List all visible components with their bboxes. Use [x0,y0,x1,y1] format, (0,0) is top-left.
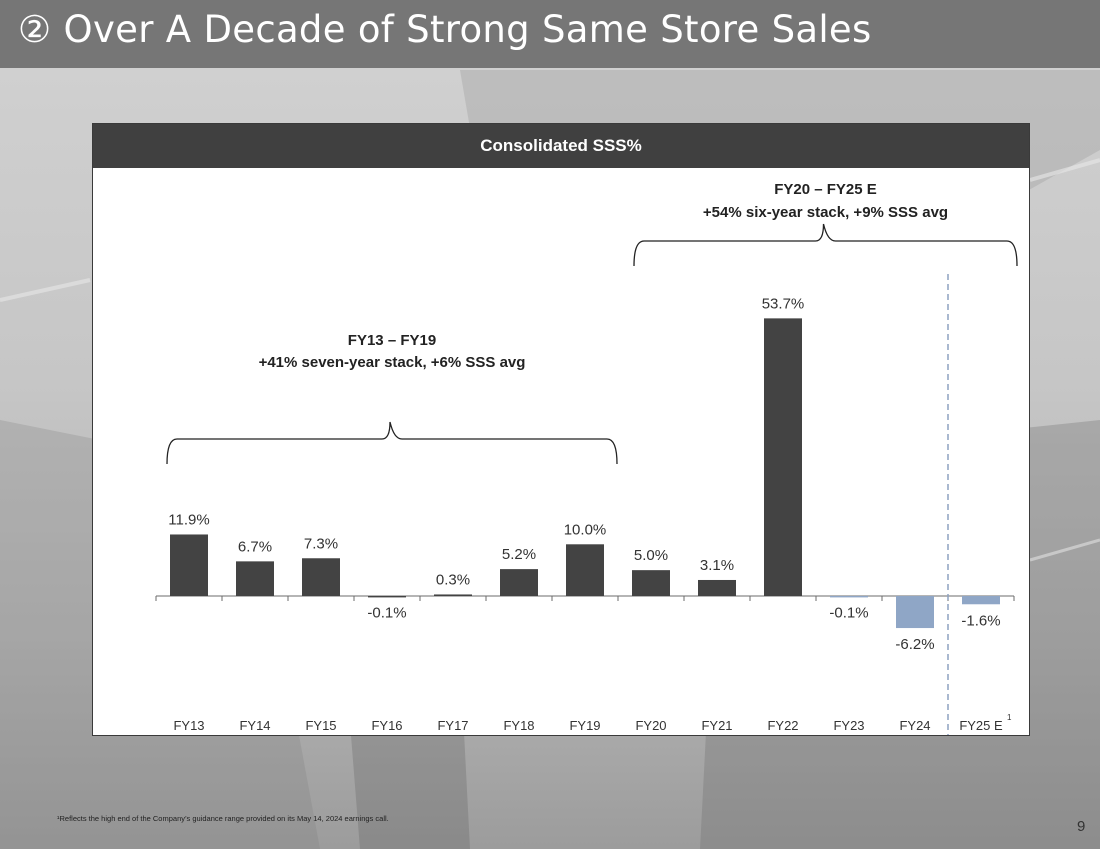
data-label-fy14: 6.7% [238,538,272,555]
annotation-title-fy13-fy19: FY13 – FY19 [348,332,436,349]
category-label-fy25-e: FY25 E [959,718,1003,733]
category-label-fy17: FY17 [437,718,468,733]
page-title: ② Over A Decade of Strong Same Store Sal… [18,8,872,51]
footnote-marker: 1 [1007,713,1012,722]
bar-fy19 [566,544,604,596]
data-label-fy23: -0.1% [829,605,868,622]
brace-fy13-fy19 [166,421,618,465]
category-label-fy23: FY23 [833,718,864,733]
data-label-fy15: 7.3% [304,535,338,552]
data-label-fy16: -0.1% [367,605,406,622]
category-label-fy14: FY14 [239,718,270,733]
data-label-fy19: 10.0% [564,521,607,538]
category-label-fy21: FY21 [701,718,732,733]
footnote: ¹Reflects the high end of the Company’s … [57,814,389,823]
bar-fy22 [764,318,802,596]
bar-fy21 [698,579,736,596]
category-label-fy18: FY18 [503,718,534,733]
bar-fy20 [632,570,670,596]
bar-fy24 [896,596,934,629]
data-label-fy17: 0.3% [436,571,470,588]
data-label-fy21: 3.1% [700,557,734,574]
bar-fy23 [830,596,868,598]
bar-chart: 11.9% FY13 6.7% FY14 7.3% FY15 -0.1% FY16 0.3% FY… [155,181,1018,735]
chart-header: Consolidated SSS% [93,124,1029,168]
bar-fy18 [500,569,538,596]
brace-fy20-fy25 [633,223,1018,267]
bar-fy15 [302,558,340,596]
data-label-fy13: 11.9% [168,511,209,528]
bar-fy25-e [962,596,1000,605]
chart-title: Consolidated SSS% [480,136,642,155]
title-bar: ② Over A Decade of Strong Same Store Sal… [0,0,1100,68]
bar-fy16 [368,596,406,598]
category-label-fy20: FY20 [635,718,666,733]
bar-fy14 [236,561,274,596]
category-label-fy24: FY24 [899,718,930,733]
annotation-text-fy20-fy25: +54% six-year stack, +9% SSS avg [703,204,948,221]
category-label-fy13: FY13 [173,718,204,733]
category-label-fy15: FY15 [305,718,336,733]
data-label-fy25-e: -1.6% [961,612,1000,629]
annotation-text-fy13-fy19: +41% seven-year stack, +6% SSS avg [259,354,526,371]
data-label-fy22: 53.7% [762,295,805,312]
category-label-fy19: FY19 [569,718,600,733]
annotation-title-fy20-fy25: FY20 – FY25 E [774,181,877,198]
data-label-fy20: 5.0% [634,547,668,564]
bar-fy17 [434,594,472,596]
chart-panel: Consolidated SSS% 11.9% FY13 6.7% FY14 7.3% F… [92,123,1030,736]
page-number: 9 [1077,818,1086,835]
category-label-fy16: FY16 [371,718,402,733]
category-label-fy22: FY22 [767,718,798,733]
data-label-fy18: 5.2% [502,546,536,563]
data-label-fy24: -6.2% [895,636,934,653]
bar-fy13 [170,534,208,596]
